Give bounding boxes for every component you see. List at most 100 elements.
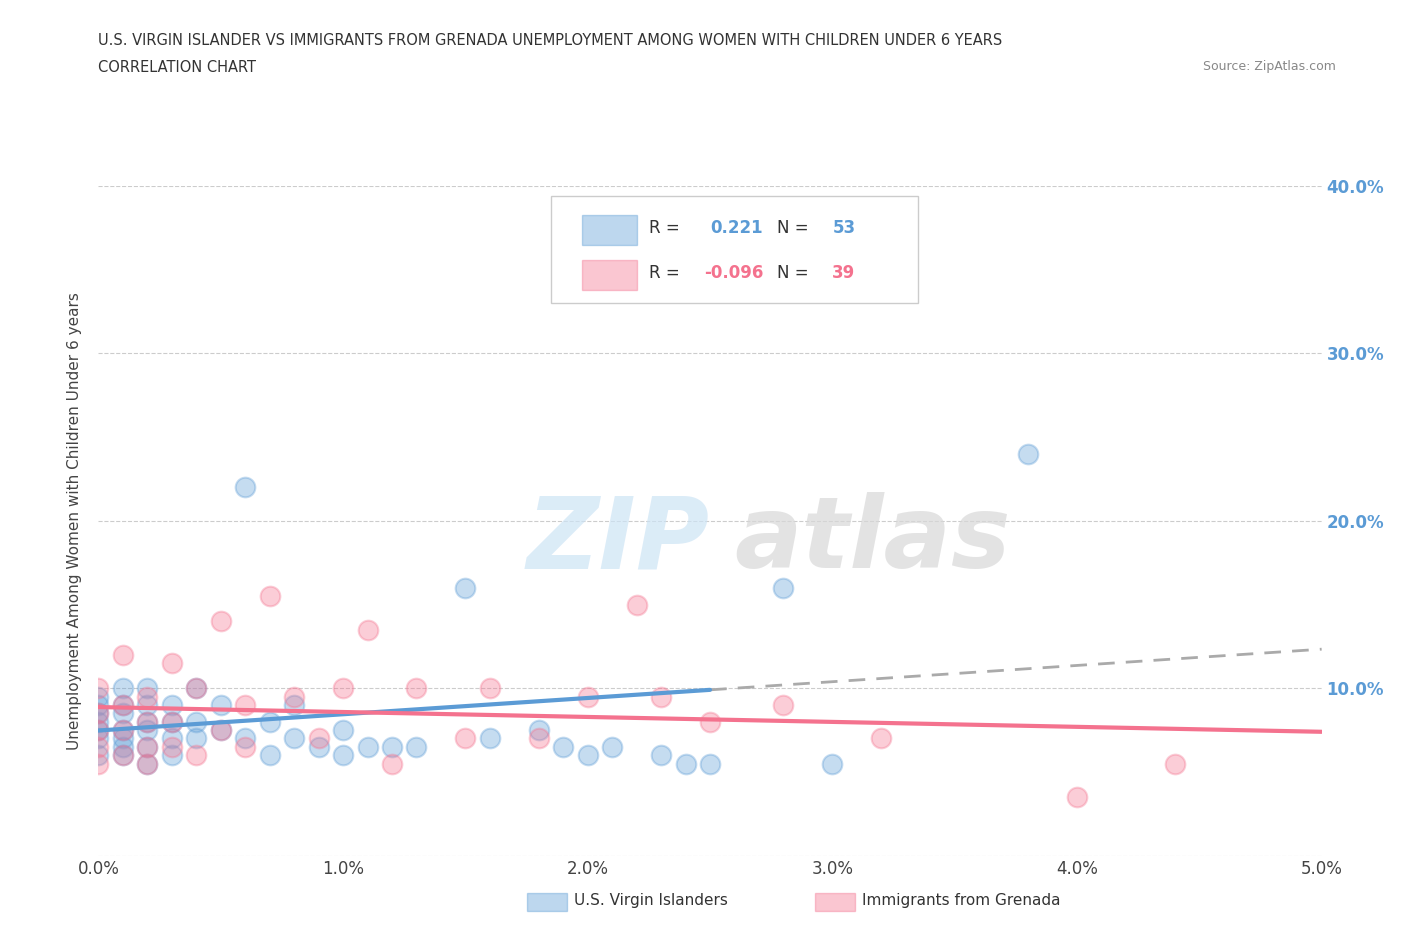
Point [259,714,281,729]
Point [111,698,134,712]
Point [111,739,134,754]
Point [233,480,256,495]
Point [454,580,477,595]
Point [332,723,354,737]
Text: R =: R = [650,264,679,282]
Y-axis label: Unemployment Among Women with Children Under 6 years: Unemployment Among Women with Children U… [67,292,83,750]
Text: U.S. VIRGIN ISLANDER VS IMMIGRANTS FROM GRENADA UNEMPLOYMENT AMONG WOMEN WITH CH: U.S. VIRGIN ISLANDER VS IMMIGRANTS FROM … [98,33,1002,47]
Point [381,756,404,771]
Point [136,714,159,729]
Point [233,731,256,746]
Point [600,739,623,754]
Point [87,756,110,771]
Point [1066,790,1088,804]
Point [160,656,183,671]
Point [87,714,110,729]
Point [308,739,330,754]
Point [87,739,110,754]
Point [405,681,427,696]
Text: 39: 39 [832,264,856,282]
Point [87,681,110,696]
Point [259,589,281,604]
Point [626,597,648,612]
Point [699,756,721,771]
Text: R =: R = [650,219,679,237]
Point [111,748,134,763]
Text: atlas: atlas [734,492,1011,590]
Point [136,739,159,754]
Point [233,739,256,754]
Text: 53: 53 [832,219,855,237]
Point [136,739,159,754]
Point [87,723,110,737]
Point [283,731,305,746]
Point [772,580,794,595]
Text: N =: N = [778,264,808,282]
Text: ZIP: ZIP [527,492,710,590]
Point [87,689,110,704]
Point [209,723,232,737]
Point [699,714,721,729]
Point [1164,756,1187,771]
Point [136,698,159,712]
Point [650,748,672,763]
Point [160,714,183,729]
Point [675,756,697,771]
Point [136,756,159,771]
Point [576,748,599,763]
Point [186,681,208,696]
FancyBboxPatch shape [551,196,918,303]
Text: Source: ZipAtlas.com: Source: ZipAtlas.com [1202,60,1336,73]
Point [111,748,134,763]
Point [233,698,256,712]
Bar [582,215,637,245]
Point [821,756,844,771]
Point [87,698,110,712]
Point [160,714,183,729]
Point [186,714,208,729]
Point [160,698,183,712]
Point [186,748,208,763]
Text: Immigrants from Grenada: Immigrants from Grenada [862,893,1060,908]
Text: -0.096: -0.096 [704,264,763,282]
Point [209,723,232,737]
Point [136,689,159,704]
Text: N =: N = [778,219,808,237]
Text: CORRELATION CHART: CORRELATION CHART [98,60,256,75]
Point [332,748,354,763]
Point [283,689,305,704]
Point [111,723,134,737]
Point [136,756,159,771]
Point [870,731,893,746]
Point [259,748,281,763]
Point [111,731,134,746]
Point [576,689,599,704]
Point [1017,446,1039,461]
Point [111,723,134,737]
Point [527,723,550,737]
Point [772,698,794,712]
Point [111,681,134,696]
Point [136,681,159,696]
Point [478,681,501,696]
Point [478,731,501,746]
Point [454,731,477,746]
Point [650,689,672,704]
Point [160,739,183,754]
Point [87,731,110,746]
Point [160,748,183,763]
Point [283,698,305,712]
Point [87,706,110,721]
Point [527,731,550,746]
Point [405,739,427,754]
Point [332,681,354,696]
Bar [582,259,637,290]
Point [381,739,404,754]
Point [136,723,159,737]
Point [87,748,110,763]
Point [209,614,232,629]
Point [111,698,134,712]
Point [209,698,232,712]
Point [87,706,110,721]
Point [553,739,575,754]
